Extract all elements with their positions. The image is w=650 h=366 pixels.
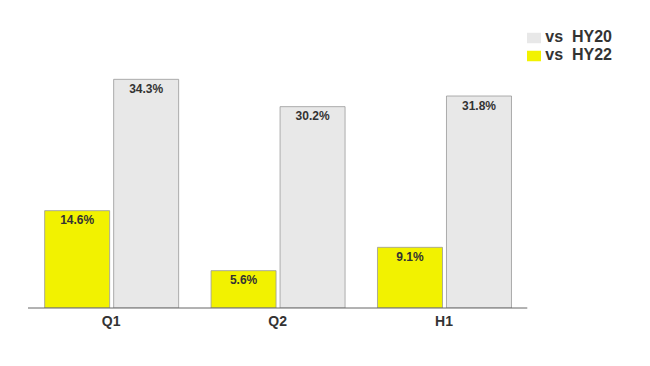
svg-text:9.1%: 9.1%	[396, 250, 424, 264]
svg-text:H1: H1	[435, 313, 453, 329]
html-text:vs HY20: vs HY20	[545, 28, 612, 45]
svg-text:Q2: Q2	[268, 313, 287, 329]
svg-text:5.6%: 5.6%	[230, 273, 258, 287]
svg-text:14.6%: 14.6%	[60, 213, 94, 227]
html-text:vs HY22: vs HY22	[545, 46, 612, 63]
svg-text:34.3%: 34.3%	[129, 82, 163, 96]
svg-text:Q1: Q1	[102, 313, 121, 329]
svg-text:31.8%: 31.8%	[462, 99, 496, 113]
svg-text:30.2%: 30.2%	[296, 109, 330, 123]
